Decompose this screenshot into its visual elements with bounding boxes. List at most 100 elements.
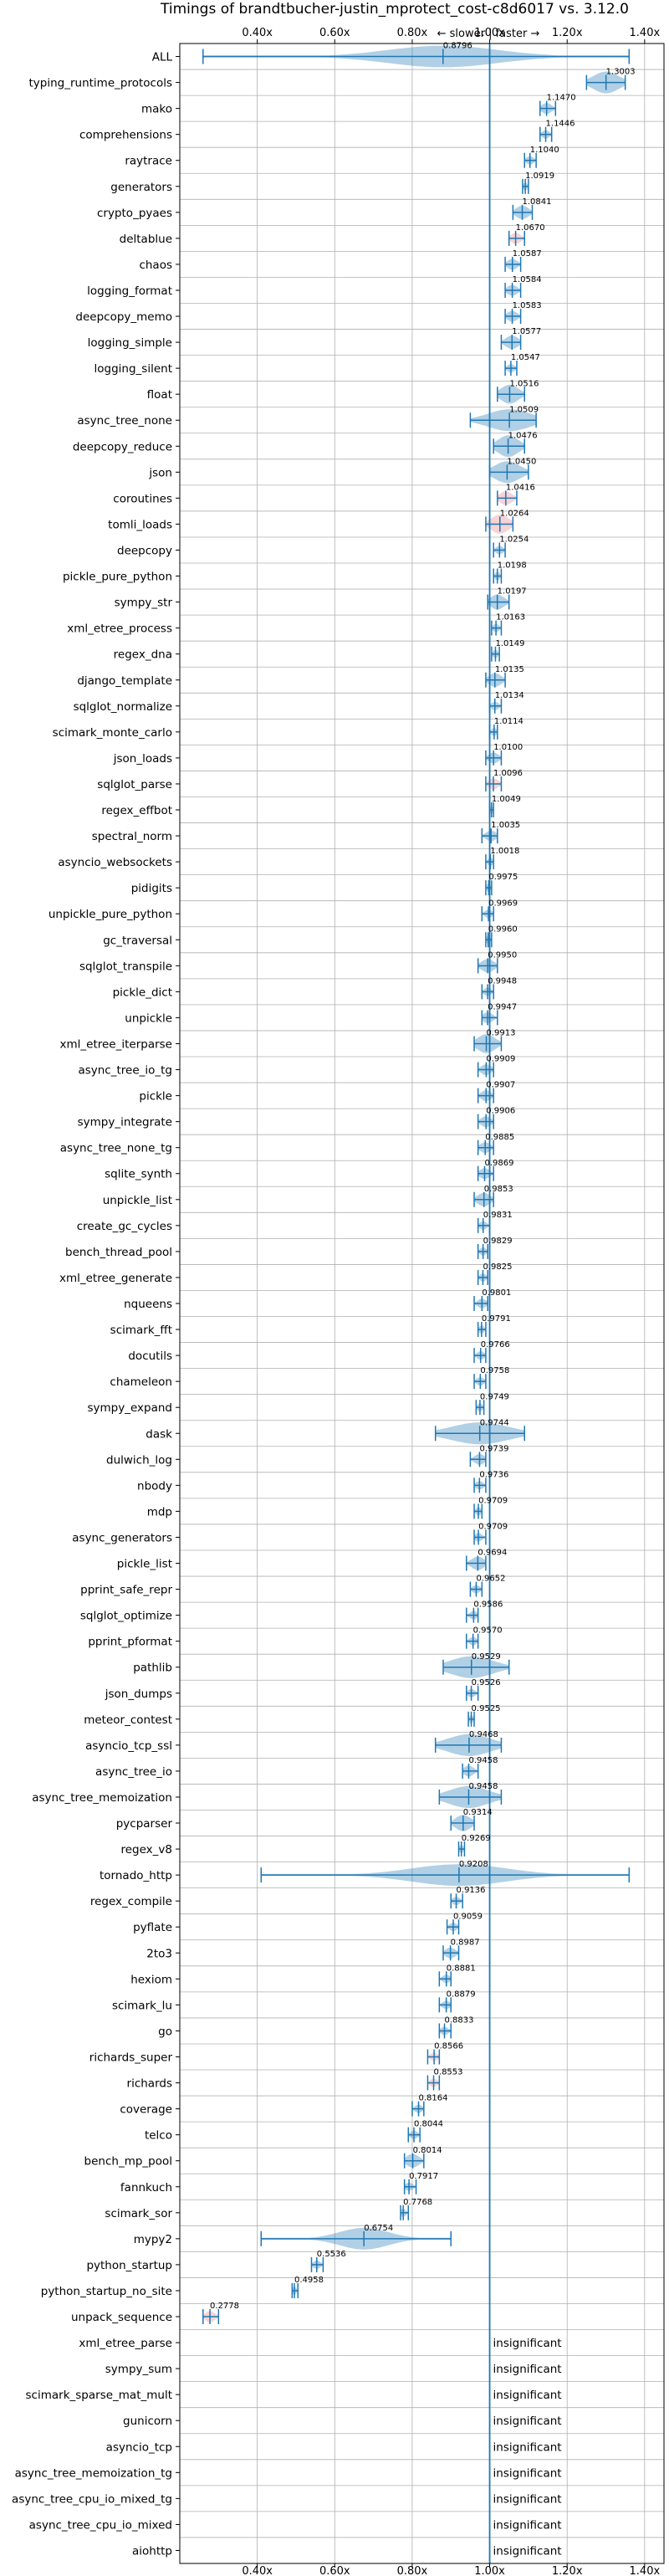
grid-lines bbox=[180, 43, 664, 2564]
category-label: scimark_sor bbox=[105, 2207, 172, 2220]
median-value-label: 0.9791 bbox=[482, 1314, 511, 1324]
category-label: dask bbox=[146, 1427, 172, 1441]
category-label: json_loads bbox=[113, 752, 172, 766]
x-axis-bottom: 0.40x 0.60x 0.80x 1.00x 1.20x 1.40x bbox=[242, 2563, 660, 2576]
category-label: async_tree_none_tg bbox=[60, 1142, 172, 1155]
median-value-label: 0.9736 bbox=[479, 1470, 508, 1479]
median-value-label: 1.0198 bbox=[498, 561, 527, 571]
violin-bodies bbox=[202, 45, 631, 2325]
insignificant-label: insignificant bbox=[493, 2544, 562, 2558]
category-label: async_generators bbox=[72, 1531, 172, 1544]
category-label: deepcopy_reduce bbox=[73, 440, 172, 453]
category-label: async_tree_cpu_io_mixed bbox=[29, 2518, 172, 2532]
median-value-label: 1.0587 bbox=[513, 249, 542, 259]
median-value-label: 0.9969 bbox=[488, 899, 518, 908]
x-tick-label: 0.80x bbox=[397, 2565, 428, 2576]
category-label: bench_thread_pool bbox=[65, 1246, 172, 1259]
insignificant-label: insignificant bbox=[493, 2337, 562, 2350]
median-value-label: 0.9885 bbox=[485, 1133, 514, 1142]
median-value-label: 0.7917 bbox=[409, 2172, 438, 2181]
median-value-label: 0.8987 bbox=[451, 1938, 480, 1947]
category-label: tomli_loads bbox=[108, 518, 172, 531]
category-label: unpickle_list bbox=[103, 1194, 172, 1207]
median-value-label: 0.9869 bbox=[484, 1159, 513, 1168]
category-label: async_tree_memoization bbox=[32, 1791, 172, 1805]
category-label: gunicorn bbox=[123, 2415, 172, 2428]
median-value-label: 0.2778 bbox=[210, 2302, 239, 2311]
insignificant-label: insignificant bbox=[493, 2466, 562, 2480]
category-label: richards_super bbox=[89, 2051, 173, 2064]
category-label: comprehensions bbox=[79, 129, 172, 142]
x-tick-label: 1.00x bbox=[474, 2565, 505, 2576]
median-value-label: 0.9853 bbox=[484, 1185, 513, 1194]
insignificant-label: insignificant bbox=[493, 2415, 562, 2428]
category-label: pickle_list bbox=[117, 1558, 172, 1571]
median-value-label: 0.8566 bbox=[434, 2042, 463, 2051]
plot-frame bbox=[179, 43, 665, 2564]
category-label: sqlglot_normalize bbox=[74, 700, 172, 714]
category-label: logging_silent bbox=[94, 362, 172, 376]
median-value-label: 0.9709 bbox=[478, 1496, 508, 1505]
x-tick-label: 1.20x bbox=[552, 2565, 583, 2576]
category-label: float bbox=[147, 388, 172, 402]
median-value-label: 1.0096 bbox=[493, 769, 523, 778]
median-value-label: 0.9709 bbox=[478, 1523, 508, 1532]
median-value-label: 1.0416 bbox=[506, 483, 535, 492]
category-label: xml_etree_generate bbox=[59, 1272, 172, 1285]
category-label: logging_simple bbox=[88, 336, 172, 350]
category-label: deepcopy bbox=[117, 545, 172, 558]
category-label: gc_traversal bbox=[103, 934, 172, 947]
insignificant-label: insignificant bbox=[493, 2440, 562, 2454]
median-value-label: 0.9529 bbox=[472, 1652, 501, 1662]
category-label: sqlglot_parse bbox=[97, 778, 172, 791]
category-label: mako bbox=[141, 103, 172, 116]
category-label: deltablue bbox=[120, 233, 172, 246]
median-value-label: 1.0018 bbox=[490, 847, 519, 856]
median-value-label: 0.8881 bbox=[447, 1964, 476, 1973]
category-label: pathlib bbox=[133, 1662, 172, 1675]
category-label: spectral_norm bbox=[92, 830, 172, 843]
median-value-label: 0.9525 bbox=[472, 1704, 501, 1713]
median-value-label: 0.9825 bbox=[483, 1262, 512, 1272]
category-label: python_startup_no_site bbox=[41, 2285, 172, 2298]
median-value-label: 0.9694 bbox=[477, 1549, 507, 1558]
category-label: sympy_integrate bbox=[78, 1116, 172, 1129]
category-label: scimark_fft bbox=[110, 1324, 172, 1337]
x-tick-label: 0.60x bbox=[319, 2565, 350, 2576]
category-label: dulwich_log bbox=[106, 1453, 172, 1467]
category-label: sqlglot_transpile bbox=[79, 960, 172, 973]
category-label: coroutines bbox=[113, 492, 172, 505]
category-label: pycparser bbox=[116, 1817, 173, 1831]
median-value-label: 1.0264 bbox=[500, 510, 529, 519]
median-value-label: 1.1470 bbox=[547, 94, 576, 103]
median-labels: 0.8796 1.3003 1.1470 1.1446 1.1040 1.0919 1.08… bbox=[210, 42, 636, 2558]
median-value-label: 0.9468 bbox=[469, 1730, 498, 1739]
median-value-label: 0.6754 bbox=[364, 2224, 393, 2233]
category-label: fannkuch bbox=[120, 2181, 172, 2194]
median-value-label: 1.0149 bbox=[495, 639, 524, 648]
category-label: sympy_str bbox=[115, 597, 173, 610]
median-value-label: 1.0670 bbox=[516, 223, 545, 233]
median-value-label: 0.4958 bbox=[294, 2276, 324, 2285]
median-value-label: 1.0035 bbox=[491, 821, 520, 830]
category-label: pprint_pformat bbox=[88, 1636, 172, 1649]
median-value-label: 0.8553 bbox=[434, 2068, 463, 2077]
median-value-label: 1.0919 bbox=[525, 172, 554, 181]
median-value-label: 1.0516 bbox=[509, 379, 539, 388]
category-label: typing_runtime_protocols bbox=[29, 77, 173, 90]
median-value-label: 0.9586 bbox=[473, 1600, 503, 1610]
median-value-label: 0.9744 bbox=[480, 1418, 509, 1427]
median-value-label: 0.8879 bbox=[447, 1990, 476, 1999]
median-value-label: 0.9739 bbox=[479, 1444, 508, 1453]
category-label: asyncio_tcp_ssl bbox=[85, 1739, 172, 1753]
median-value-label: 1.0577 bbox=[512, 327, 541, 336]
median-value-label: 0.9526 bbox=[472, 1678, 501, 1687]
category-label: scimark_monte_carlo bbox=[53, 726, 172, 740]
category-label: pyflate bbox=[133, 1921, 172, 1934]
chart-title: Timings of brandtbucher-justin_mprotect_… bbox=[160, 1, 629, 18]
category-label: pprint_safe_repr bbox=[80, 1584, 172, 1597]
x-axis-top: 0.40x 0.60x 0.80x 1.00x 1.20x 1.40x bbox=[242, 27, 660, 44]
category-label: unpack_sequence bbox=[71, 2311, 172, 2324]
